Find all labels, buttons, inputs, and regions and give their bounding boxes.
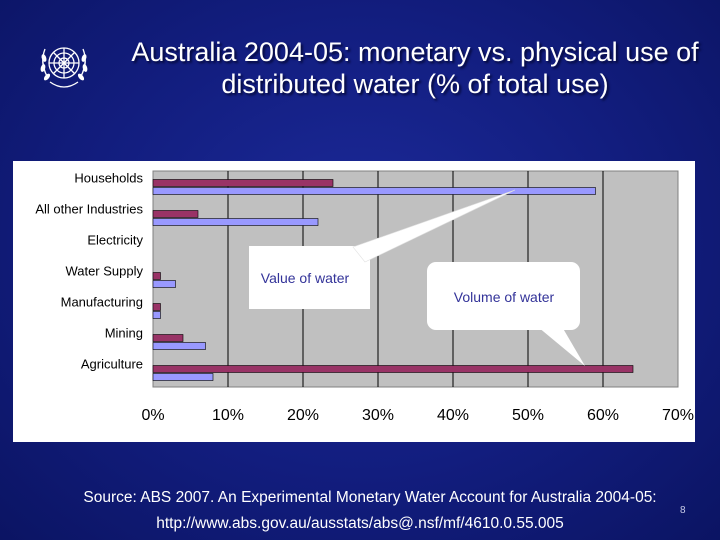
bars <box>152 179 634 381</box>
page-number: 8 <box>680 505 686 516</box>
category-label: Households <box>74 171 143 186</box>
page-title: Australia 2004-05: monetary vs. physical… <box>131 37 699 99</box>
bar-volume <box>152 342 206 350</box>
source-citation: Source: ABS 2007. An Experimental Moneta… <box>0 485 720 537</box>
bar-value <box>152 334 184 342</box>
category-labels: Households All other Industries Electricit… <box>35 171 143 372</box>
x-tick-label: 30% <box>362 407 394 424</box>
x-tick-label: 70% <box>662 407 694 424</box>
bar-volume <box>152 218 319 226</box>
x-tick-label: 0% <box>141 407 164 424</box>
bar-value <box>152 210 199 218</box>
un-emblem-icon <box>40 47 88 88</box>
bar-volume <box>152 280 176 288</box>
callout-value-label: Value of water <box>261 270 350 286</box>
bar-value <box>152 303 161 311</box>
bar-chart: Households All other Industries Electricit… <box>13 161 695 442</box>
plot-area <box>152 170 679 388</box>
bar-volume <box>152 373 214 381</box>
callout-volume-of-water: Volume of water <box>427 262 585 366</box>
callout-value-of-water: Value of water <box>249 189 516 309</box>
x-tick-label: 10% <box>212 407 244 424</box>
category-label: Electricity <box>87 233 143 248</box>
source-line-1: Source: ABS 2007. An Experimental Moneta… <box>83 489 657 506</box>
source-url: http://www.abs.gov.au/ausstats/abs@.nsf/… <box>156 515 564 532</box>
category-label: Water Supply <box>65 264 143 279</box>
x-tick-label: 50% <box>512 407 544 424</box>
category-label: All other Industries <box>35 202 143 217</box>
bar-volume <box>152 311 161 319</box>
category-label: Mining <box>105 326 143 341</box>
x-tick-label: 20% <box>287 407 319 424</box>
category-label: Agriculture <box>81 357 143 372</box>
bar-value <box>152 179 334 187</box>
x-tick-labels: 0% 10% 20% 30% 40% 50% 60% 70% <box>141 407 694 424</box>
bar-volume <box>152 187 596 195</box>
category-label: Manufacturing <box>61 295 143 310</box>
x-tick-label: 60% <box>587 407 619 424</box>
bar-value <box>152 272 161 280</box>
bar-value <box>152 365 634 373</box>
x-tick-label: 40% <box>437 407 469 424</box>
callout-volume-label: Volume of water <box>454 289 555 305</box>
